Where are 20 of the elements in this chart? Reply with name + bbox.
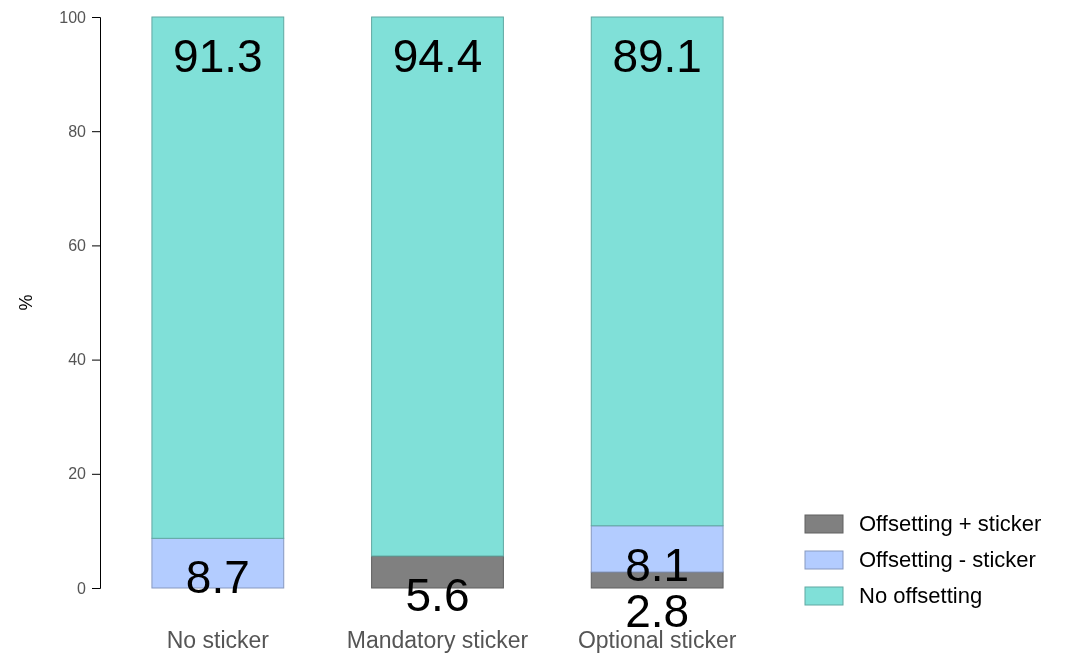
bar: [371, 16, 504, 557]
y-tick-label: 60: [68, 237, 87, 255]
legend-label: Offsetting + sticker: [859, 511, 1042, 536]
bar: [151, 16, 285, 539]
legend-label: No offsetting: [859, 583, 983, 608]
data-label: 8.7: [185, 551, 250, 604]
y-tick-label: 100: [59, 8, 87, 26]
y-tick-label: 40: [68, 351, 87, 369]
x-tick-label: No sticker: [166, 627, 270, 654]
y-tick-label: 80: [68, 122, 87, 140]
y-tick-label: 20: [68, 465, 87, 483]
data-label: 91.3: [173, 30, 263, 82]
data-label: 94.4: [392, 30, 483, 82]
data-label: 8.1: [625, 538, 690, 591]
y-tick-label: 0: [77, 579, 87, 597]
data-label: 89.1: [612, 30, 702, 82]
bar: [590, 16, 724, 527]
x-tick-label: Mandatory sticker: [346, 627, 529, 654]
y-axis-title: %: [16, 294, 36, 311]
legend-label: Offsetting - sticker: [859, 547, 1036, 572]
